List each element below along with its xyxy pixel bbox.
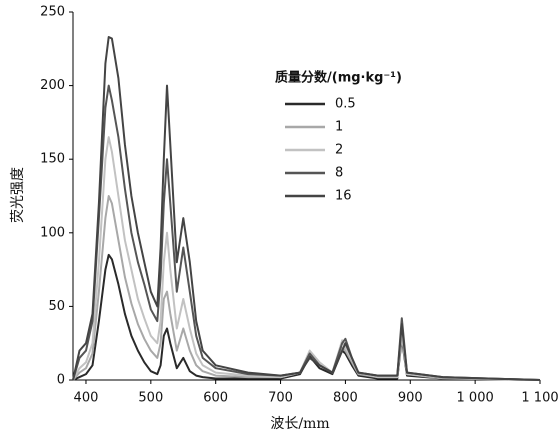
y-tick-label: 50	[48, 299, 65, 314]
series-line	[72, 195, 541, 381]
y-tick-label: 250	[40, 5, 65, 20]
x-tick-label: 500	[138, 391, 163, 406]
x-tick-label: 700	[268, 391, 293, 406]
legend-title: 质量分数/(mg·kg⁻¹)	[275, 70, 402, 86]
legend-label: 16	[335, 189, 352, 204]
y-tick-label: 200	[40, 78, 65, 93]
legend-label: 0.5	[335, 97, 356, 112]
legend-label: 2	[335, 143, 343, 158]
legend-label: 1	[335, 120, 343, 135]
x-tick-label: 1 000	[457, 391, 494, 406]
x-tick-label: 800	[333, 391, 358, 406]
x-tick-label: 600	[203, 391, 228, 406]
x-tick-label: 900	[398, 391, 423, 406]
series-line	[72, 36, 541, 381]
x-tick-label: 1 100	[521, 391, 558, 406]
y-tick-label: 150	[40, 152, 65, 167]
x-tick-label: 400	[74, 391, 99, 406]
y-tick-label: 100	[40, 225, 65, 240]
series-line	[72, 253, 541, 381]
x-axis-label: 波长/mm	[270, 416, 329, 432]
legend-label: 8	[335, 166, 343, 181]
y-axis-label: 荧光强度	[9, 167, 26, 223]
y-tick-label: 0	[57, 373, 65, 388]
